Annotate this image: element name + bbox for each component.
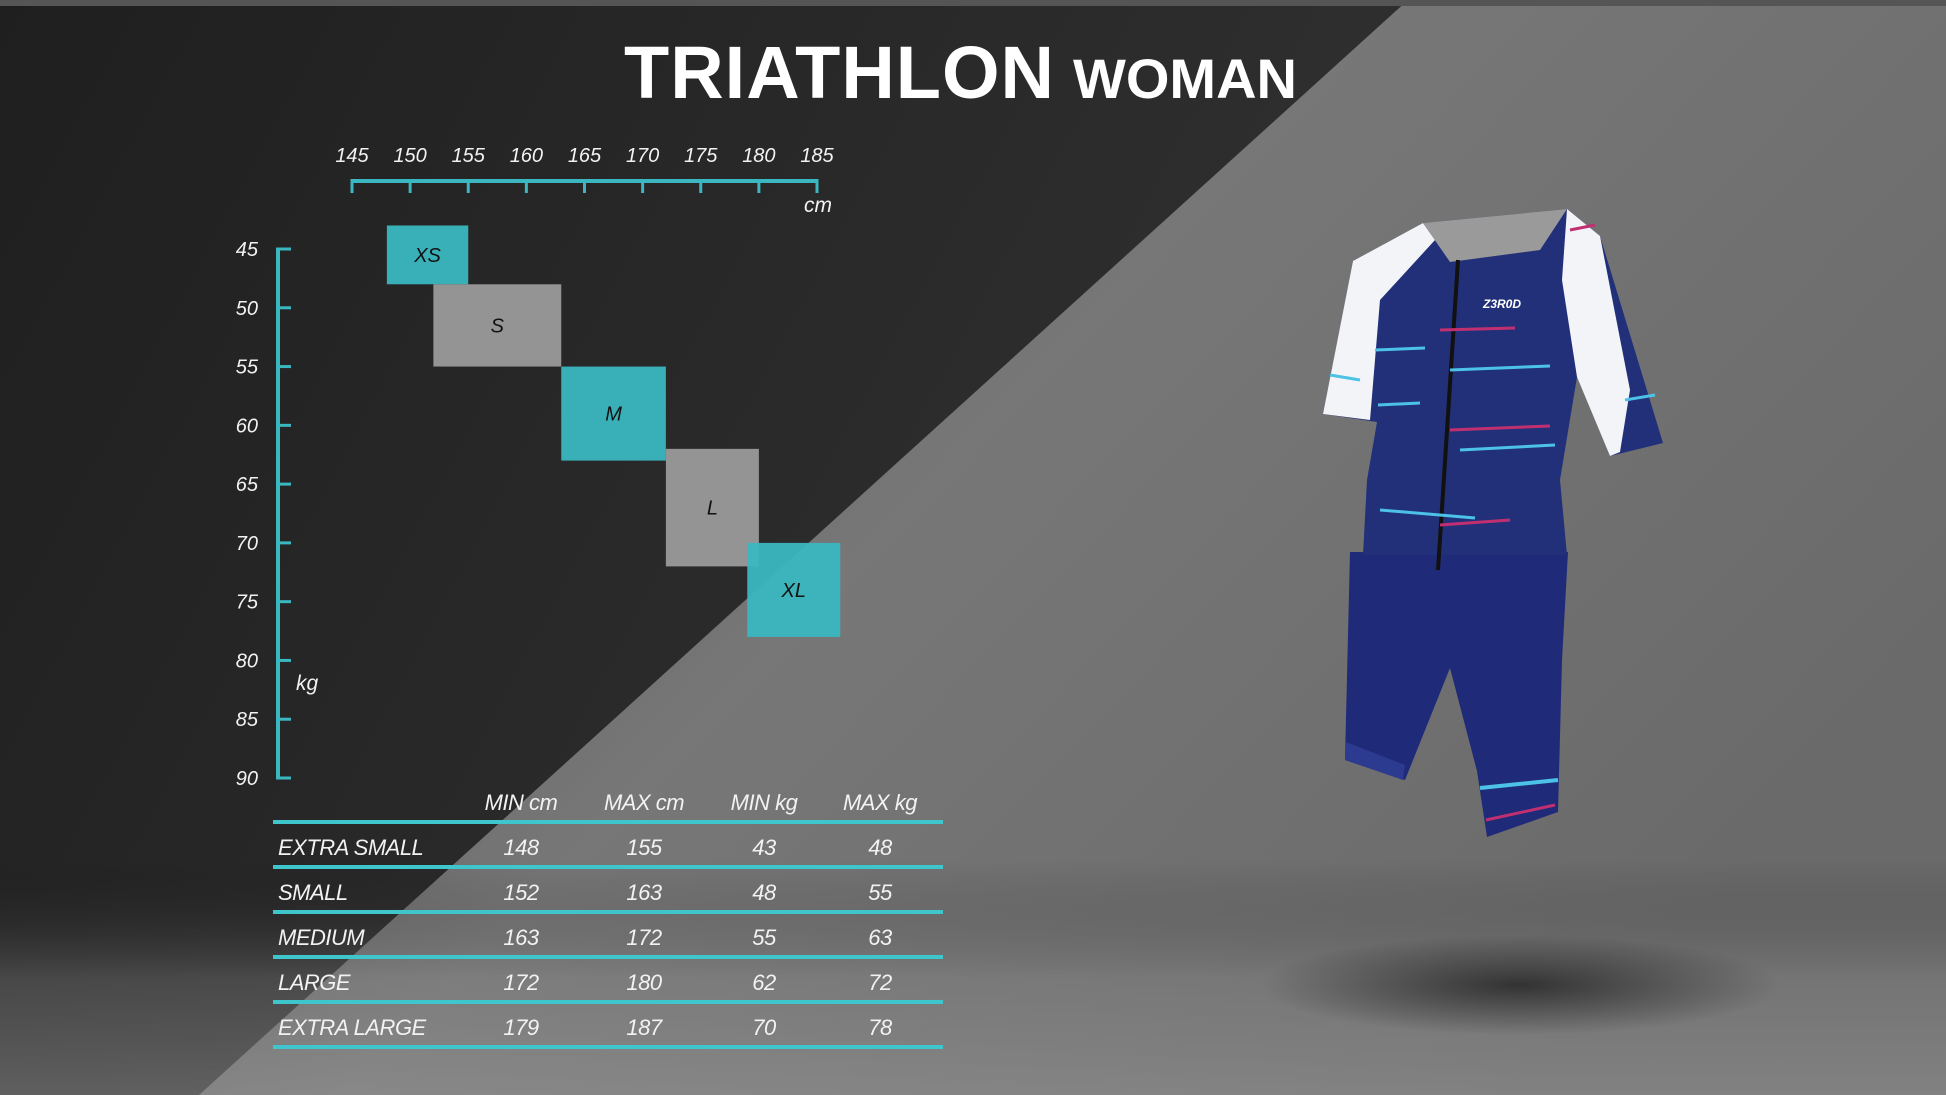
x-tick-label: 175 <box>684 145 718 167</box>
table-cell: MAX cm <box>603 790 685 815</box>
table-cell: 152 <box>503 880 539 905</box>
y-axis-unit: kg <box>296 672 319 695</box>
x-tick-label: 150 <box>393 145 426 167</box>
title-main: TRIATHLON <box>624 31 1055 114</box>
x-tick-label: 170 <box>626 145 659 167</box>
x-tick-label: 185 <box>800 145 834 167</box>
row-label: SMALL <box>278 880 348 905</box>
title-sub: WOMAN <box>1073 47 1297 110</box>
page-title: TRIATHLON WOMAN <box>624 30 1297 115</box>
y-tick-label: 55 <box>236 357 259 379</box>
table-cell: 55 <box>868 880 892 905</box>
table-cell: 55 <box>752 925 776 950</box>
table-cell: MAX kg <box>842 790 918 815</box>
table-cell: 180 <box>626 970 662 995</box>
table-cell: 63 <box>868 925 892 950</box>
table-cell: 172 <box>503 970 539 995</box>
size-box-xs <box>386 225 469 285</box>
table-row: EXTRA LARGE 179 187 70 78 <box>273 1004 943 1049</box>
table-cell: 163 <box>503 925 539 950</box>
suit-logo: Z3R0D <box>1482 297 1521 311</box>
table-row: MEDIUM 163 172 55 63 <box>273 914 943 959</box>
table-cell: 43 <box>752 835 776 860</box>
size-box-label: XL <box>781 580 806 602</box>
x-tick-label: 155 <box>452 145 486 167</box>
table-cell: 70 <box>752 1015 776 1040</box>
table-cell: 72 <box>868 970 892 995</box>
triathlon-suit-image: Z3R0D <box>1323 209 1663 837</box>
table-header: MIN cm MAX cm MIN kg MAX kg <box>273 776 943 824</box>
row-label: MEDIUM <box>278 925 365 950</box>
size-box-label: M <box>605 404 622 426</box>
y-tick-label: 85 <box>236 709 259 731</box>
y-tick-label: 50 <box>236 298 258 320</box>
x-tick-label: 160 <box>510 145 543 167</box>
table-cell: MIN cm <box>484 790 558 815</box>
y-tick-label: 60 <box>236 415 258 437</box>
table-row: LARGE 172 180 62 72 <box>273 959 943 1004</box>
size-box-label: XS <box>413 245 441 267</box>
table-cell: 62 <box>752 970 776 995</box>
x-tick-label: 145 <box>335 145 369 167</box>
table-cell: 172 <box>626 925 662 950</box>
table-row: EXTRA SMALL 148 155 43 48 <box>273 824 943 869</box>
table-cell: 148 <box>503 835 539 860</box>
table-cell: 78 <box>868 1015 892 1040</box>
x-axis-unit: cm <box>804 194 832 217</box>
size-box-xl <box>747 542 841 637</box>
table-row: SMALL 152 163 48 55 <box>273 869 943 914</box>
table-cell: MIN kg <box>730 790 798 815</box>
size-box-s <box>433 284 562 367</box>
size-box-label: S <box>491 315 505 337</box>
size-box-l <box>665 448 759 567</box>
y-tick-label: 70 <box>236 533 258 555</box>
suit-shorts <box>1345 552 1568 837</box>
y-tick-label: 65 <box>236 474 259 496</box>
suit-top: Z3R0D <box>1323 209 1663 571</box>
row-label: LARGE <box>278 970 351 995</box>
y-tick-label: 75 <box>236 592 259 614</box>
size-table: MIN cm MAX cm MIN kg MAX kg EXTRA SMALL 148 15… <box>273 776 943 1049</box>
table-cell: 155 <box>626 835 662 860</box>
size-box-label: L <box>707 498 718 520</box>
row-label: EXTRA LARGE <box>278 1015 426 1040</box>
y-tick-label: 90 <box>236 768 258 790</box>
table-cell: 163 <box>626 880 662 905</box>
table-cell: 179 <box>503 1015 539 1040</box>
y-tick-label: 80 <box>236 650 258 672</box>
table-cell: 48 <box>752 880 776 905</box>
size-box-m <box>561 366 666 461</box>
row-label: EXTRA SMALL <box>278 835 424 860</box>
table-cell: 187 <box>626 1015 662 1040</box>
y-tick-label: 45 <box>236 239 259 261</box>
table-cell: 48 <box>868 835 892 860</box>
x-tick-label: 165 <box>568 145 602 167</box>
x-tick-label: 180 <box>742 145 775 167</box>
